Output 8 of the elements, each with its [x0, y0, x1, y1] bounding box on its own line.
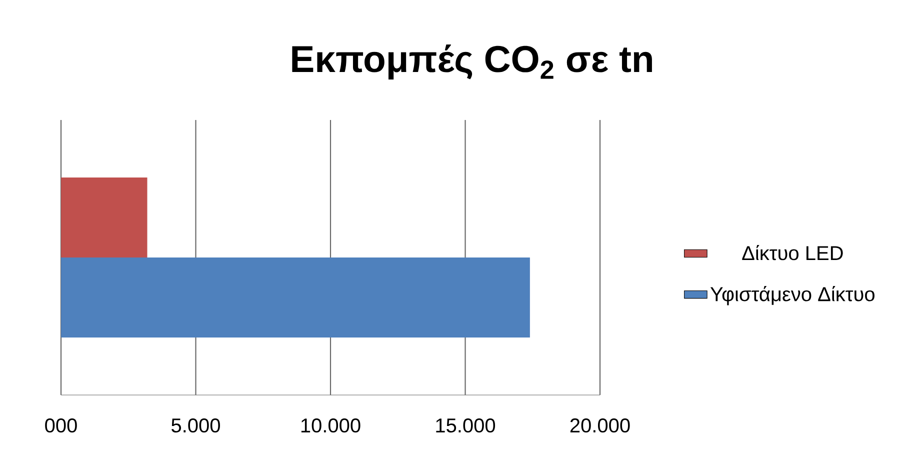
legend-label: Υφιστάμενο Δίκτυο — [710, 286, 874, 306]
x-tick-label: 15.000 — [436, 418, 496, 433]
x-tick-label: 000 — [45, 418, 77, 433]
x-tick-label: 20.000 — [570, 418, 630, 433]
x-tick-label: 10.000 — [301, 418, 360, 433]
chart-title: Εκπομπές CO$_{2}$ σε tn — [292, 44, 652, 80]
x-tick-label: 5.000 — [172, 418, 220, 433]
legend-label: Δίκτυο LED — [742, 244, 843, 260]
